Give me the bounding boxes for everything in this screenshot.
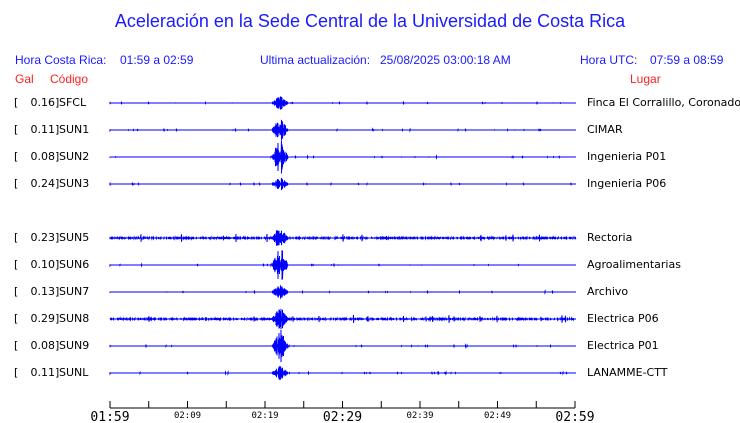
- x-tick-label: 01:59: [90, 410, 129, 423]
- bracket: [: [14, 231, 19, 244]
- station-place: Ingenieria P06: [587, 177, 667, 190]
- station-code: SUN1: [59, 123, 90, 136]
- station-gal: 0.08: [30, 150, 56, 163]
- bracket: ]: [55, 177, 60, 190]
- station-place: Archivo: [587, 285, 629, 298]
- station-place: Ingenieria P01: [587, 150, 667, 163]
- bracket: [: [14, 123, 19, 136]
- station-code: SUN7: [59, 285, 90, 298]
- bracket: ]: [55, 366, 60, 379]
- local-time-label: Hora Costa Rica:: [15, 53, 107, 67]
- station-gal: 0.16: [30, 96, 56, 109]
- station-code: SUN5: [59, 231, 90, 244]
- x-tick-label: 02:19: [251, 411, 278, 421]
- utc-label: Hora UTC:: [580, 53, 638, 67]
- station-place: Rectoria: [587, 231, 633, 244]
- trace-sunl: [109, 365, 576, 381]
- station-gal: 0.10: [30, 258, 56, 271]
- bracket: ]: [55, 231, 60, 244]
- trace-sun7: [109, 285, 576, 299]
- trace-sun1: [109, 119, 576, 141]
- x-tick-label: 02:09: [174, 411, 201, 421]
- station-code: SFCL: [59, 96, 87, 109]
- station-code: SUN6: [59, 258, 90, 271]
- station-code: SUN3: [59, 177, 90, 190]
- trace-sun5: [109, 230, 577, 246]
- trace-sun9: [109, 329, 576, 363]
- utc-range: 07:59 a 08:59: [650, 53, 724, 67]
- bracket: ]: [55, 150, 60, 163]
- bracket: [: [14, 312, 19, 325]
- station-place: Agroalimentarias: [587, 258, 681, 271]
- bracket: ]: [55, 339, 60, 352]
- trace-sun8: [109, 308, 577, 330]
- trace-sun6: [109, 250, 576, 280]
- trace-sun3: [109, 177, 576, 191]
- station-gal: 0.13: [30, 285, 56, 298]
- station-place: Electrica P01: [587, 339, 659, 352]
- station-place: LANAMME-CTT: [587, 366, 668, 379]
- trace-sun2: [109, 140, 576, 174]
- local-time-range: 01:59 a 02:59: [120, 53, 194, 67]
- station-code: SUN8: [59, 312, 90, 325]
- bracket: ]: [55, 258, 60, 271]
- bracket: ]: [55, 312, 60, 325]
- update-value: 25/08/2025 03:00:18 AM: [380, 53, 511, 67]
- bracket: [: [14, 366, 19, 379]
- bracket: [: [14, 150, 19, 163]
- bracket: ]: [55, 123, 60, 136]
- station-gal: 0.23: [30, 231, 56, 244]
- bracket: [: [14, 96, 19, 109]
- page-title: Aceleración en la Sede Central de la Uni…: [114, 11, 626, 31]
- bracket: ]: [55, 285, 60, 298]
- x-tick-label: 02:39: [406, 411, 433, 421]
- station-code: SUN2: [59, 150, 90, 163]
- x-tick-label: 02:49: [484, 411, 511, 421]
- station-gal: 0.24: [30, 177, 56, 190]
- trace-sfcl: [109, 96, 576, 110]
- bracket: [: [14, 285, 19, 298]
- station-gal: 0.11: [30, 366, 56, 379]
- station-place: Finca El Corralillo, Coronado: [587, 96, 740, 109]
- station-gal: 0.29: [30, 312, 56, 325]
- station-code: SUNL: [59, 366, 89, 379]
- station-code: SUN9: [59, 339, 90, 352]
- code-column-header: Código: [50, 72, 89, 86]
- station-place: Electrica P06: [587, 312, 659, 325]
- update-label: Ultima actualización:: [260, 53, 371, 67]
- gal-column-header: Gal: [15, 72, 34, 86]
- bracket: ]: [55, 96, 60, 109]
- x-tick-label: 02:59: [555, 410, 594, 423]
- x-tick-label: 02:29: [323, 410, 362, 423]
- place-column-header: Lugar: [630, 72, 661, 86]
- bracket: [: [14, 258, 19, 271]
- station-place: CIMAR: [587, 123, 623, 136]
- station-gal: 0.08: [30, 339, 56, 352]
- station-gal: 0.11: [30, 123, 56, 136]
- bracket: [: [14, 177, 19, 190]
- bracket: [: [14, 339, 19, 352]
